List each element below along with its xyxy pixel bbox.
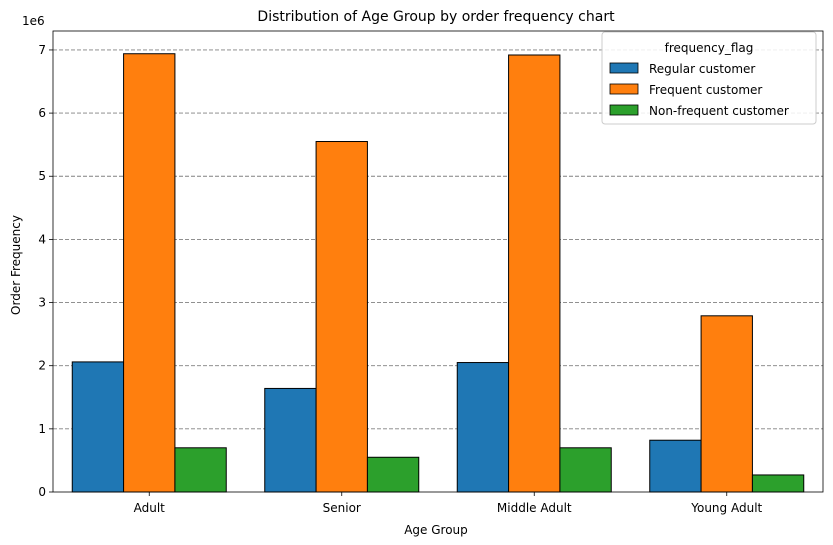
bar [366,456,420,493]
legend-swatch [609,104,639,116]
x-tick-label: Young Adult [690,501,762,515]
grid-lines [53,49,823,430]
bar [174,447,227,493]
bars [71,53,805,493]
legend-label: Non-frequent customer [649,104,789,118]
legend-frame [601,31,817,125]
y-multiplier-label: 1e6 [22,14,45,28]
y-tick-label: 7 [38,43,46,57]
legend-swatch [609,83,639,95]
x-tick-label: Middle Adult [497,501,572,515]
y-tick-label: 6 [38,106,46,120]
bar [123,53,176,493]
legend-swatch [609,62,639,74]
bar [315,141,368,493]
bar [71,361,125,493]
legend-label: Regular customer [649,62,755,76]
plot-frame [52,30,824,493]
x-tick-label: Adult [134,501,166,515]
bar [649,439,702,493]
bar [456,362,510,493]
tick-labels: 0 1 2 3 4 5 6 7 Adult Senior Middle Adult Young Adu… [38,43,762,515]
axes [52,30,824,493]
y-tick-label: 5 [38,169,46,183]
legend: frequency_flag Regular customer Frequent … [601,31,817,125]
bar [700,315,753,493]
x-axis-label: Age Group [404,523,468,537]
bar [264,387,317,493]
y-tick-label: 3 [38,296,46,310]
bar [751,474,805,493]
y-axis-label: Order Frequency [9,215,23,315]
x-tick-label: Senior [323,501,361,515]
legend-label: Frequent customer [649,83,762,97]
y-tick-label: 2 [38,359,46,373]
bar [559,447,612,493]
y-tick-label: 1 [38,422,46,436]
chart-title: Distribution of Age Group by order frequ… [257,9,615,25]
bar [508,54,561,493]
y-tick-label: 4 [38,232,46,246]
legend-title: frequency_flag [665,41,754,55]
legend-items: Regular customer Frequent customer Non-fre… [609,62,789,118]
y-tick-label: 0 [38,485,46,499]
